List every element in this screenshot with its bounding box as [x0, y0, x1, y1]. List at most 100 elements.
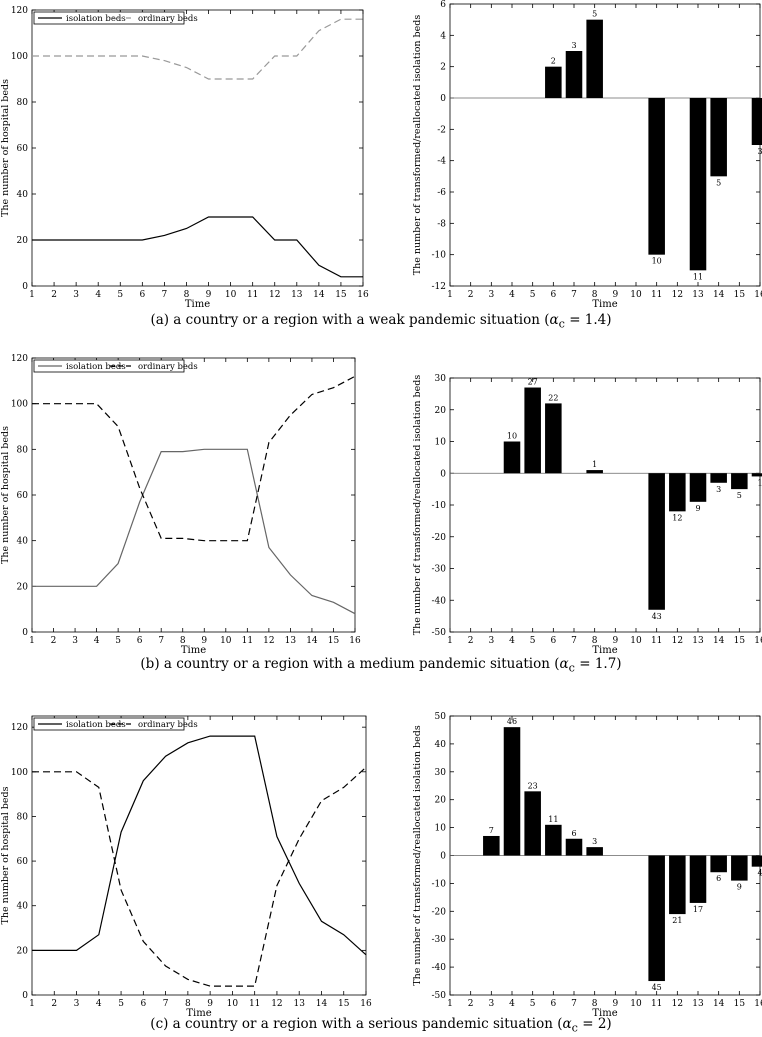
- panel-a-line-ytick-label: 80: [17, 98, 29, 108]
- panel-a-line-legend-box: [33, 11, 185, 25]
- panel-c-bar-xtick-label: 9: [612, 999, 618, 1009]
- panel-a-bar-xtick-label: 3: [488, 290, 494, 300]
- panel-a-line-xtick-label: 5: [117, 290, 123, 300]
- panel-b-bar-xtick-label: 4: [509, 636, 515, 646]
- panel-b-line-ytick-label: 0: [22, 628, 28, 638]
- caption-c-text: (c) a country or a region with a serious…: [150, 1016, 563, 1032]
- panel-c-line-xtick-label: 6: [140, 999, 146, 1009]
- panel-c-bar-bar: [731, 855, 748, 881]
- panel-a-line-xtick-label: 1: [29, 290, 35, 300]
- panel-a-bar-bar: [689, 98, 707, 271]
- panel-c-bar-bar: [689, 855, 707, 903]
- panel-a-line-xtick-label: 3: [73, 290, 79, 300]
- panel-c-line-legend-label: isolation beds: [66, 720, 126, 730]
- panel-c-line-xtick-label: 1: [29, 999, 35, 1009]
- panel-b-line-xtick-label: 7: [158, 636, 164, 646]
- panel-c-bar-xtick-label: 16: [754, 999, 762, 1009]
- panel-b-bar-bar-label: 5: [737, 491, 742, 500]
- caption-a-alpha: α: [549, 312, 559, 328]
- panel-c-bar-bar: [483, 835, 500, 856]
- panel-c-bar-xtick-label: 15: [734, 999, 746, 1009]
- panel-c-line-ylabel: The number of hospital beds: [0, 786, 11, 924]
- panel-b-line-ytick-label: 40: [17, 537, 29, 547]
- panel-c-bar-ytick-label: 40: [435, 740, 447, 750]
- panel-b-bar-xtick-label: 7: [571, 636, 577, 646]
- panel-b-bar-bar-label: 22: [548, 393, 558, 402]
- panel-b-bar-xtick-label: 16: [754, 636, 762, 646]
- panel-c-bar-xtick-label: 8: [592, 999, 598, 1009]
- panel-b-bar-xtick-label: 1: [447, 636, 453, 646]
- panel-b-bar-xlabel: Time: [592, 645, 617, 656]
- panel-b-bar-ytick-label: -30: [432, 565, 447, 575]
- panel-a-line-xtick-label: 7: [162, 290, 168, 300]
- panel-b-line-xtick-label: 13: [285, 636, 297, 646]
- panel-c-bar-xtick-label: 7: [571, 999, 577, 1009]
- panel-b-line-xtick-label: 1: [29, 636, 35, 646]
- panel-c-bar-xtick-label: 4: [509, 999, 515, 1009]
- panel-a-line-xlabel: Time: [185, 299, 210, 310]
- panel-b-line-xtick-label: 8: [180, 636, 186, 646]
- panel-c-bar-xtick-label: 11: [651, 999, 662, 1009]
- panel-c-line-xtick-label: 13: [293, 999, 305, 1009]
- panel-b-line-xtick-label: 3: [72, 636, 78, 646]
- panel-c-line-xtick-label: 3: [74, 999, 80, 1009]
- panel-a-bar-xtick-label: 4: [509, 290, 515, 300]
- panel-a-bar-xtick-label: 10: [630, 290, 642, 300]
- panel-b-line-xtick-label: 5: [115, 636, 121, 646]
- panel-a-bar-ytick-label: 2: [440, 63, 446, 73]
- panel-c-bar-xtick-label: 12: [672, 999, 683, 1009]
- panel-a-bar-xlabel: Time: [592, 299, 617, 310]
- panel-c-bar-xtick-label: 5: [530, 999, 536, 1009]
- panel-a-line-legend-label: ordinary beds: [138, 14, 198, 24]
- panel-b-line-legend-label: isolation beds: [66, 362, 126, 372]
- panel-c-bar-ytick-label: 30: [435, 768, 447, 778]
- panel-c-line-frame: [31, 715, 367, 996]
- panel-b-bar-bar: [710, 473, 727, 483]
- panel-c-bar-ytick-label: 50: [435, 712, 447, 722]
- panel-c-bar-xtick-label: 3: [488, 999, 494, 1009]
- panel-b-line-xtick-label: 11: [242, 636, 253, 646]
- panel-a-line-ytick-label: 40: [17, 190, 29, 200]
- panel-a-bar-ytick-label: 0: [440, 94, 446, 104]
- panel-b-bar-bar-label: 9: [695, 504, 700, 513]
- panel-a-line-xtick-label: 4: [95, 290, 101, 300]
- panel-a-line-xtick-label: 12: [269, 290, 280, 300]
- panel-b-bar-ylabel: The number of transformed/reallocated is…: [412, 375, 423, 636]
- panel-a-bar-bar-label: 2: [551, 57, 556, 66]
- panel-c-bar-xtick-label: 2: [468, 999, 474, 1009]
- caption-b: (b) a country or a region with a medium …: [0, 656, 762, 675]
- panel-b-bar-xtick-label: 3: [488, 636, 494, 646]
- panel-a-bar-xtick-label: 7: [571, 290, 577, 300]
- panel-c-line-xtick-label: 5: [118, 999, 124, 1009]
- panel-b-bar-bar-label: 12: [672, 513, 682, 522]
- panel-b-bar-bar: [751, 473, 762, 477]
- panel-b-bar-bar-label: 1: [592, 460, 597, 469]
- panel-a-bar-bar-label: 5: [716, 178, 721, 187]
- panel-b-bar-xtick-label: 14: [713, 636, 725, 646]
- panel-a-line-series-isolation: [32, 216, 363, 278]
- panel-c-line-xtick-label: 15: [338, 999, 350, 1009]
- panel-a-bar-ytick-label: -8: [437, 219, 446, 229]
- caption-c: (c) a country or a region with a serious…: [0, 1016, 762, 1035]
- panel-c-bar-ytick-label: -30: [432, 935, 447, 945]
- panel-c-bar-xlabel: Time: [592, 1008, 617, 1019]
- panel-c-bar-bar: [545, 824, 562, 856]
- panel-c-line-xtick-label: 9: [207, 999, 213, 1009]
- caption-a-text: (a) a country or a region with a weak pa…: [150, 312, 550, 328]
- panel-c-line-xtick-label: 2: [51, 999, 57, 1009]
- panel-a-bar-bar: [751, 98, 762, 145]
- panel-b-bar-bar: [545, 403, 562, 474]
- panel-b-bar-bar: [731, 473, 748, 490]
- panel-a-bar-xtick-label: 12: [672, 290, 683, 300]
- panel-a-line-ytick-label: 60: [17, 144, 29, 154]
- panel-b-line-xtick-label: 10: [220, 636, 232, 646]
- panel-b-bar-bar-label: 3: [716, 485, 721, 494]
- panel-c-bar-bar: [751, 855, 762, 867]
- panel-a-line-ytick-label: 20: [17, 236, 29, 246]
- panel-a-bar-xtick-label: 2: [468, 290, 474, 300]
- panel-c-line-xtick-label: 16: [360, 999, 372, 1009]
- panel-c-line-ytick-label: 60: [17, 857, 29, 867]
- panel-c-line-legend-label: ordinary beds: [138, 720, 198, 730]
- panel-c-bar-ytick-label: 20: [435, 796, 447, 806]
- panel-c-line-xtick-label: 12: [271, 999, 282, 1009]
